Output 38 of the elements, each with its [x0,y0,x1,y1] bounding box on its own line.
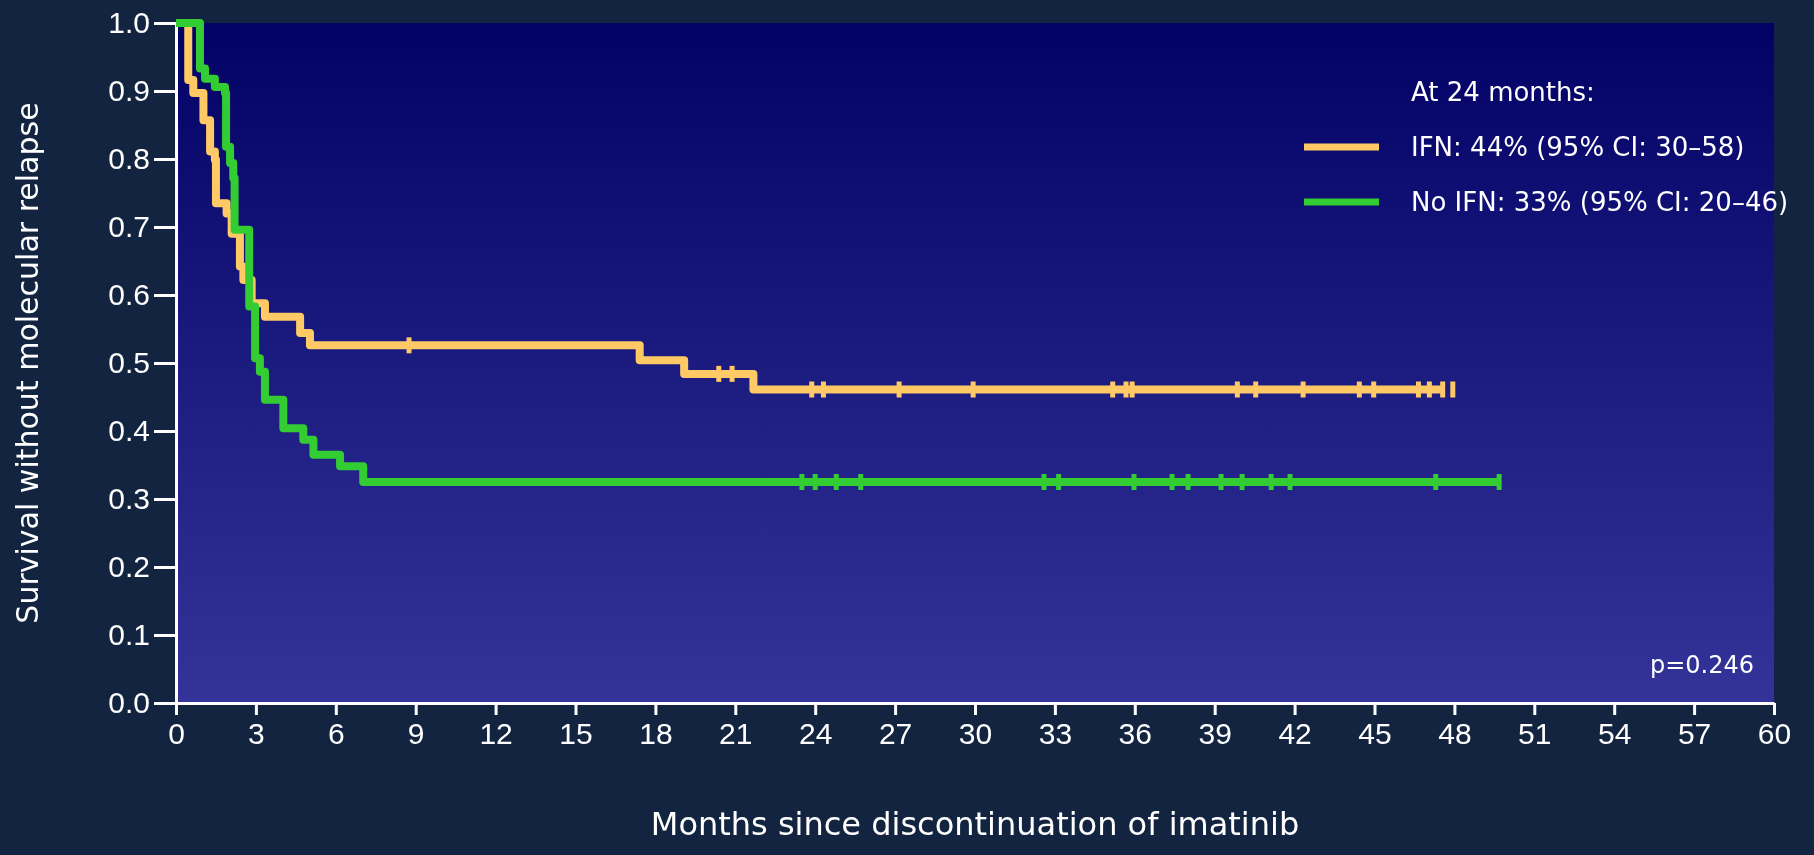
x-tick-label: 24 [799,717,833,751]
x-tick-label: 18 [639,717,673,751]
y-tick-label: 0.0 [108,686,150,720]
y-axis-title: Survival without molecular relapse [10,102,45,624]
x-tick-label: 12 [479,717,513,751]
x-tick-label: 6 [327,717,345,751]
x-tick-label: 15 [559,717,593,751]
x-tick-label: 33 [1038,717,1073,751]
y-tick-label: 0.1 [108,618,150,652]
x-tick-label: 21 [719,717,753,751]
y-tick-label: 0.6 [108,278,150,312]
x-axis-title: Months since discontinuation of imatinib [650,805,1300,843]
y-tick-label: 0.4 [108,414,150,448]
x-tick-label: 36 [1118,717,1152,751]
x-tick-label: 51 [1518,717,1552,751]
x-tick-label: 48 [1438,717,1472,751]
legend-title: At 24 months: [1411,77,1595,107]
x-tick-label: 60 [1757,717,1792,751]
x-tick-label: 42 [1278,717,1312,751]
x-tick-label: 9 [407,717,425,751]
x-tick-label: 3 [248,717,265,751]
x-tick-label: 30 [958,717,993,751]
x-tick-label: 27 [878,717,913,751]
y-tick-label: 1.0 [108,6,150,40]
x-tick-label: 39 [1198,717,1232,751]
legend-label: IFN: 44% (95% CI: 30–58) [1411,132,1745,162]
y-tick-label: 0.8 [108,142,150,176]
x-tick-label: 54 [1598,717,1632,751]
annotation: p=0.246 [1649,651,1754,679]
y-tick-label: 0.2 [108,550,150,584]
y-tick-label: 0.5 [108,346,150,380]
y-tick-label: 0.3 [108,482,150,516]
x-tick-label: 57 [1677,717,1712,751]
y-tick-label: 0.9 [108,74,150,108]
legend-label: No IFN: 33% (95% CI: 20–46) [1411,187,1789,217]
x-tick-label: 0 [168,717,185,751]
x-tick-label: 45 [1358,717,1392,751]
y-tick-label: 0.7 [108,210,150,244]
